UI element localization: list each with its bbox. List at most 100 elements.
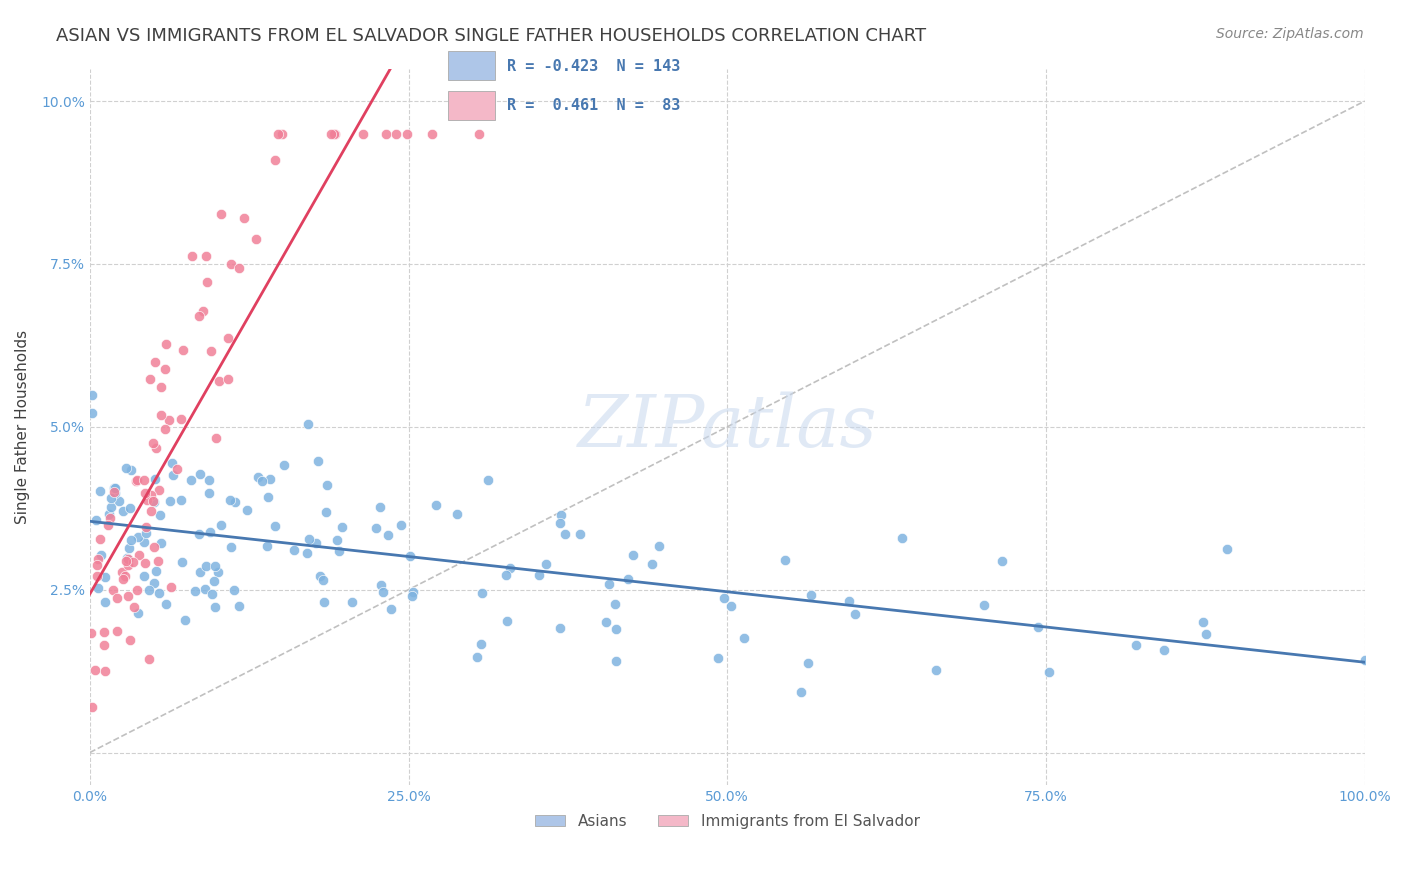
Point — [118, 633, 141, 648]
Point — [209, 518, 232, 533]
Point — [115, 461, 138, 475]
Point — [425, 498, 447, 512]
Point — [330, 519, 353, 533]
Point — [364, 521, 387, 535]
Point — [155, 362, 177, 376]
Point — [222, 582, 245, 597]
Point — [142, 494, 165, 508]
Point — [86, 558, 108, 572]
Point — [111, 565, 134, 579]
Text: R = -0.423  N = 143: R = -0.423 N = 143 — [508, 59, 681, 73]
Point — [713, 591, 735, 606]
Point — [323, 127, 346, 141]
Point — [384, 127, 406, 141]
Point — [470, 637, 492, 651]
Point — [733, 631, 755, 645]
Point — [198, 524, 221, 539]
Point — [97, 507, 120, 521]
Point — [309, 569, 332, 583]
Point — [389, 518, 412, 533]
Point — [188, 309, 211, 323]
Point — [142, 576, 165, 591]
Point — [328, 544, 350, 558]
Point — [87, 552, 110, 566]
Point — [105, 624, 128, 639]
Point — [603, 597, 626, 611]
Point — [259, 472, 281, 486]
Point — [1216, 541, 1239, 556]
Point — [127, 530, 149, 544]
Point — [495, 567, 517, 582]
Point — [1038, 665, 1060, 679]
Point — [217, 372, 239, 386]
Point — [145, 442, 167, 456]
Point — [117, 589, 139, 603]
Point — [1195, 627, 1218, 641]
Point — [1153, 643, 1175, 657]
Point — [368, 500, 391, 515]
Point — [191, 304, 214, 318]
Point — [1026, 620, 1049, 634]
Point — [159, 493, 181, 508]
Point — [194, 558, 217, 573]
Point — [595, 615, 617, 629]
Point — [100, 500, 122, 514]
Point — [398, 549, 420, 563]
Point — [247, 469, 270, 483]
Point — [201, 587, 224, 601]
Point — [844, 607, 866, 621]
Point — [139, 372, 162, 386]
Point — [371, 585, 394, 599]
Point — [790, 684, 813, 698]
Point — [256, 539, 278, 553]
Point — [991, 554, 1014, 568]
Point — [271, 127, 294, 141]
Point — [120, 500, 142, 515]
Point — [221, 540, 243, 554]
Point — [838, 594, 860, 608]
Point — [132, 569, 155, 583]
Point — [370, 578, 392, 592]
Point — [94, 595, 117, 609]
Point — [94, 665, 117, 679]
Point — [228, 261, 250, 276]
Point — [143, 495, 166, 509]
Point — [1192, 615, 1215, 629]
Point — [104, 481, 127, 495]
Legend: Asians, Immigrants from El Salvador: Asians, Immigrants from El Salvador — [529, 807, 925, 835]
Point — [141, 487, 163, 501]
Point — [149, 380, 172, 394]
Point — [155, 597, 177, 611]
Point — [326, 533, 349, 547]
Point — [143, 472, 166, 486]
Point — [174, 613, 197, 627]
Point — [228, 599, 250, 613]
Point — [283, 542, 305, 557]
Point — [796, 656, 818, 670]
Point — [554, 527, 576, 541]
Point — [477, 473, 499, 487]
Point — [180, 473, 202, 487]
Point — [352, 127, 374, 141]
Point — [188, 566, 211, 580]
Point — [134, 486, 156, 500]
Text: ZIPatlas: ZIPatlas — [578, 392, 877, 462]
Point — [93, 624, 115, 639]
Point — [534, 558, 557, 572]
Point — [160, 580, 183, 594]
Point — [297, 417, 319, 431]
Point — [250, 474, 273, 488]
Y-axis label: Single Father Households: Single Father Households — [15, 330, 30, 524]
Point — [221, 257, 243, 271]
Point — [115, 554, 138, 568]
Point — [550, 508, 572, 522]
Point — [172, 555, 194, 569]
Point — [166, 461, 188, 475]
Point — [471, 586, 494, 600]
Point — [149, 535, 172, 549]
Point — [120, 533, 142, 547]
Point — [117, 558, 139, 573]
Point — [125, 473, 148, 487]
Point — [468, 127, 491, 141]
Point — [138, 652, 160, 666]
